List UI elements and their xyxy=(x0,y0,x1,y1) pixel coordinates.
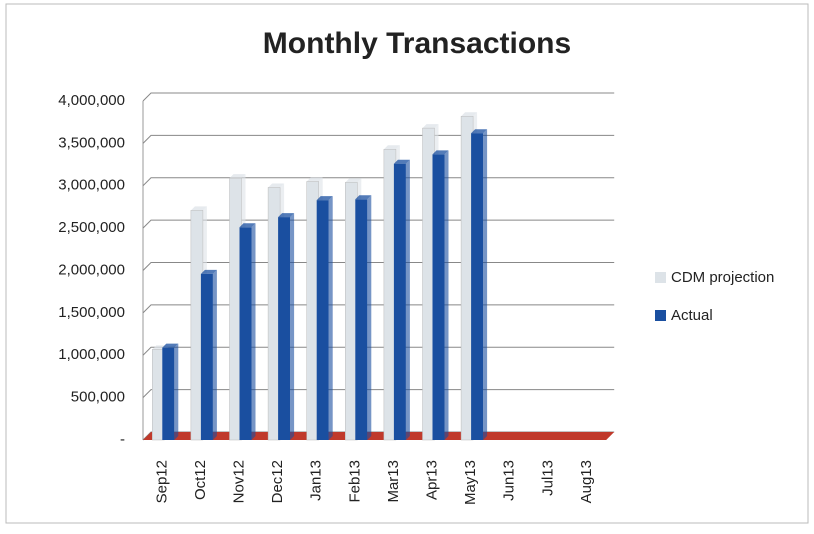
x-tick-label: Jun13 xyxy=(501,460,518,501)
bar-top xyxy=(355,195,372,200)
bar xyxy=(355,199,368,440)
chart-title: Monthly Transactions xyxy=(263,27,571,60)
bar-side xyxy=(328,196,333,440)
bar-side xyxy=(212,269,217,440)
bar-side xyxy=(444,150,449,440)
bar-top xyxy=(383,145,400,150)
bar-side xyxy=(483,129,488,440)
bar-top xyxy=(471,129,488,134)
bar-side xyxy=(290,213,295,440)
legend-swatch xyxy=(655,310,666,321)
x-tick-label: Oct12 xyxy=(192,460,209,500)
bar-top xyxy=(239,223,256,228)
bar-top xyxy=(229,174,246,179)
y-tick-label: 3,000,000 xyxy=(58,177,125,194)
x-tick-label: Jul13 xyxy=(539,460,556,496)
x-tick-label: Feb13 xyxy=(346,460,363,503)
bar xyxy=(316,200,329,440)
y-tick-label: 1,000,000 xyxy=(58,346,125,363)
y-tick-label: - xyxy=(120,431,125,448)
bar xyxy=(278,217,291,440)
y-tick-label: 4,000,000 xyxy=(58,92,125,109)
bar-top xyxy=(432,150,449,155)
x-tick-label: Apr13 xyxy=(423,460,440,500)
bar xyxy=(200,273,213,440)
x-tick-label: Aug13 xyxy=(578,460,595,503)
bar-side xyxy=(174,343,179,440)
y-tick-label: 3,500,000 xyxy=(58,134,125,151)
y-tick-label: 1,500,000 xyxy=(58,304,125,321)
grid-line xyxy=(142,177,615,187)
bar xyxy=(432,154,445,440)
x-tick-label: May13 xyxy=(462,460,479,505)
bar-top xyxy=(162,343,179,348)
bar-side xyxy=(405,159,410,440)
bar-top xyxy=(345,178,362,183)
bar-top xyxy=(393,159,410,164)
back-wall xyxy=(143,93,615,440)
grid-line xyxy=(142,304,615,314)
bar xyxy=(471,133,484,440)
bar xyxy=(239,227,252,440)
y-tick-label: 500,000 xyxy=(71,389,125,406)
bar xyxy=(162,347,175,440)
bar-side xyxy=(251,223,256,440)
bar-side xyxy=(367,195,372,440)
legend-label: CDM projection xyxy=(671,269,774,286)
x-tick-label: Mar13 xyxy=(385,460,402,503)
x-tick-label: Sep12 xyxy=(153,460,170,503)
x-tick-label: Jan13 xyxy=(308,460,325,501)
y-tick-label: 2,000,000 xyxy=(58,261,125,278)
grid-line xyxy=(142,92,615,102)
bar-top xyxy=(461,112,478,117)
grid-line xyxy=(142,389,615,398)
bar-top xyxy=(306,177,323,182)
x-tick-label: Nov12 xyxy=(230,460,247,503)
grid-line xyxy=(142,346,615,356)
bar xyxy=(393,163,406,440)
grid-line xyxy=(142,134,615,144)
legend-swatch xyxy=(655,272,666,283)
y-tick-label: 2,500,000 xyxy=(58,219,125,236)
x-tick-label: Dec12 xyxy=(269,460,286,503)
grid-line xyxy=(142,262,615,271)
legend-label: Actual xyxy=(671,307,713,324)
grid-line xyxy=(142,219,615,229)
bar-top xyxy=(316,196,333,201)
bar-top xyxy=(268,183,285,188)
bar-top xyxy=(422,124,439,129)
bar-top xyxy=(190,206,207,211)
bar-top xyxy=(200,269,217,274)
bar-top xyxy=(278,213,295,218)
floor xyxy=(143,432,615,440)
